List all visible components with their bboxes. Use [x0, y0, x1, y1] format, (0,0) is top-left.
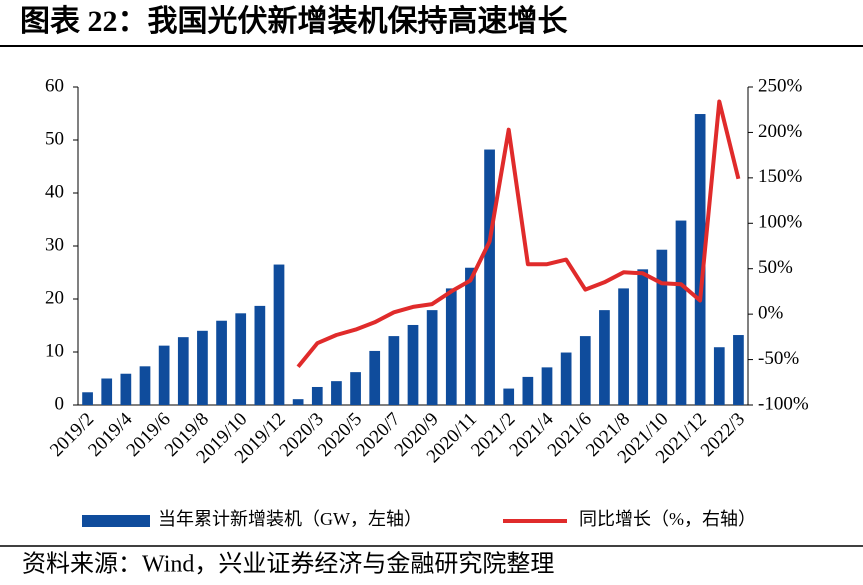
y2-tick-label: 100%: [758, 212, 803, 233]
bar: [216, 320, 227, 405]
bar: [426, 310, 438, 405]
y2-tick-label: 250%: [758, 75, 803, 96]
bar: [369, 350, 381, 405]
chart-title: 图表 22：我国光伏新增装机保持高速增长: [20, 5, 568, 38]
bar: [120, 373, 132, 405]
bar: [694, 114, 706, 405]
bar: [158, 345, 170, 405]
bar: [560, 352, 572, 405]
bar: [637, 269, 649, 405]
bar: [618, 288, 629, 405]
bar: [675, 220, 687, 405]
source: 资料来源：Wind，兴业证券经济与金融研究院整理: [22, 551, 554, 578]
bar: [713, 347, 725, 405]
bar: [235, 313, 247, 405]
bar: [522, 376, 534, 405]
bar: [579, 336, 591, 405]
y2-tick-label: -100%: [758, 393, 809, 414]
line: [296, 99, 741, 369]
bar: [541, 367, 553, 405]
bar: [101, 378, 113, 405]
y-tick-label: 50: [45, 128, 64, 149]
bar: [254, 305, 266, 405]
y-tick-label: 10: [45, 340, 64, 361]
bar: [292, 399, 304, 405]
x-tick-label: 2022/3: [697, 409, 749, 461]
bar: [311, 386, 323, 405]
bar: [139, 366, 151, 405]
bar: [484, 149, 495, 405]
y-tick-label: 30: [45, 234, 64, 255]
y2-tick-label: 0%: [758, 303, 784, 324]
bar: [656, 249, 668, 405]
bar: [273, 264, 285, 405]
bar: [82, 392, 93, 405]
bar: [177, 337, 189, 405]
y2-tick-label: 150%: [758, 166, 803, 187]
y-tick-label: 40: [45, 181, 64, 202]
y2-tick-label: -50%: [758, 348, 799, 369]
legend-label: 当年累计新增装机（GW，左轴）: [158, 509, 422, 529]
bar: [445, 288, 457, 405]
bar: [407, 324, 419, 405]
y2-tick-label: 50%: [758, 257, 793, 278]
bar: [388, 336, 400, 405]
bar: [350, 372, 361, 405]
bar: [197, 330, 208, 405]
legend-label: 同比增长（%，右轴）: [579, 509, 756, 529]
bar: [733, 335, 744, 405]
bar: [331, 381, 342, 405]
bar: [599, 310, 610, 405]
bar: [465, 267, 476, 405]
bar: [503, 388, 515, 405]
y-tick-label: 0: [55, 393, 65, 414]
y-tick-label: 20: [45, 287, 64, 308]
legend-swatch: [82, 515, 150, 527]
y2-tick-label: 200%: [758, 121, 803, 142]
y-tick-label: 60: [45, 75, 64, 96]
